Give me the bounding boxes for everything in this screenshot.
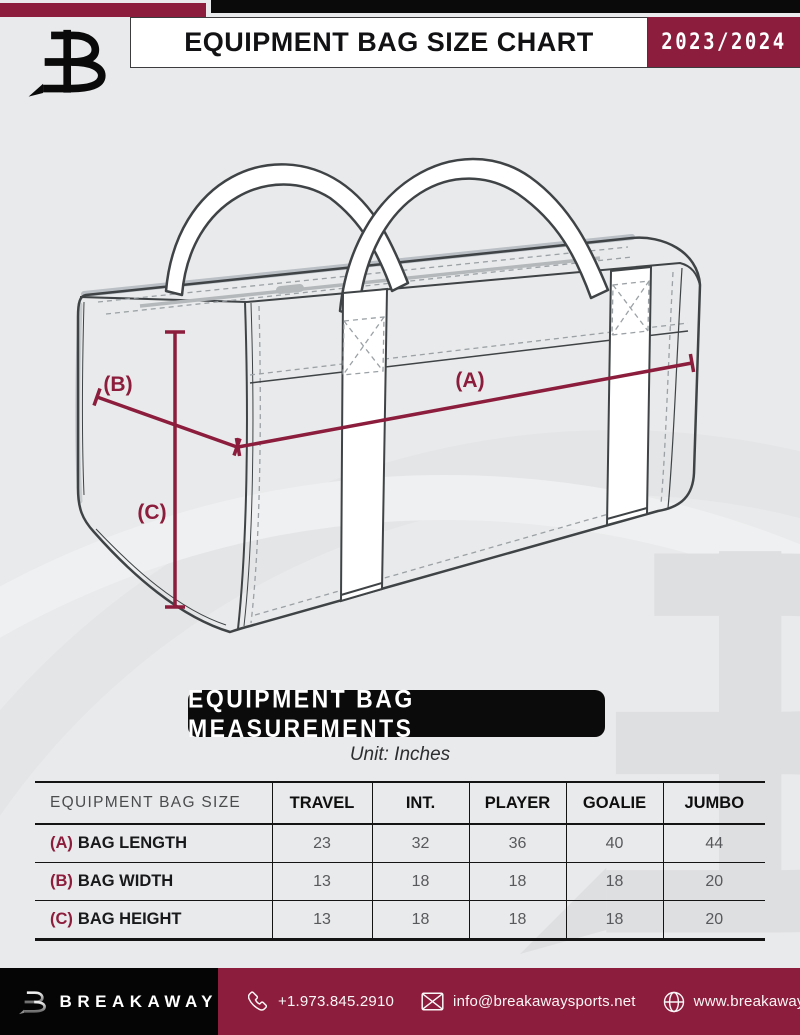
dimension-line-b: (B) <box>92 373 242 457</box>
cell-value: 40 <box>565 824 663 863</box>
measurements-banner: EQUIPMENT BAG MEASUREMENTS <box>188 684 605 742</box>
size-table: EQUIPMENT BAG SIZE TRAVEL INT. PLAYER GO… <box>35 781 765 941</box>
dimension-line-c: (C) <box>137 330 185 609</box>
cell-value: 18 <box>468 900 566 940</box>
row-key-a: (A) <box>50 834 73 852</box>
size-column-header: EQUIPMENT BAG SIZE <box>35 782 272 825</box>
cell-value: 13 <box>271 862 372 901</box>
row-label: (A) BAG LENGTH <box>35 824 272 863</box>
column-header-jumbo: JUMBO <box>662 782 765 825</box>
cell-value: 23 <box>271 824 372 863</box>
cell-value: 18 <box>371 900 469 940</box>
cell-value: 18 <box>565 862 663 901</box>
column-header-int: INT. <box>371 782 469 825</box>
cell-value: 20 <box>662 900 765 940</box>
row-label-text: BAG WIDTH <box>77 872 174 890</box>
cell-value: 20 <box>662 862 765 901</box>
footer-phone[interactable]: +1.973.845.2910 <box>248 991 394 1012</box>
size-table-header-row: EQUIPMENT BAG SIZE TRAVEL INT. PLAYER GO… <box>35 782 765 825</box>
dimension-label-b: (B) <box>103 373 132 396</box>
footer-email[interactable]: info@breakawaysports.net <box>421 992 636 1011</box>
dimension-line-a: (A) <box>234 353 696 457</box>
unit-note: Unit: Inches <box>349 744 451 765</box>
cell-value: 32 <box>371 824 469 863</box>
footer-brand-block: BREAKAWAY <box>0 968 218 1035</box>
header-top-maroon-bar <box>0 3 206 17</box>
table-row-bag-height: (C) BAG HEIGHT 13 18 18 18 20 <box>35 900 765 940</box>
footer-website[interactable]: www.breakawaysports.net <box>663 991 800 1013</box>
row-key-c: (C) <box>50 910 73 928</box>
column-header-player: PLAYER <box>468 782 566 825</box>
email-address: info@breakawaysports.net <box>453 993 636 1010</box>
footer: BREAKAWAY +1.973.845.2910 info@bre <box>0 968 800 1035</box>
cell-value: 18 <box>468 862 566 901</box>
globe-icon <box>663 991 685 1013</box>
header: EQUIPMENT BAG SIZE CHART 2023/2024 <box>130 17 800 68</box>
envelope-icon <box>421 992 444 1011</box>
measurements-banner-label: EQUIPMENT BAG MEASUREMENTS <box>188 683 415 743</box>
page-title-box: EQUIPMENT BAG SIZE CHART <box>130 17 648 68</box>
brand-name: BREAKAWAY <box>59 991 218 1011</box>
phone-icon <box>248 991 269 1012</box>
cell-value: 44 <box>662 824 765 863</box>
table-row-bag-width: (B) BAG WIDTH 13 18 18 18 20 <box>35 862 765 901</box>
row-key-b: (B) <box>50 872 73 890</box>
bag-straps <box>339 265 653 603</box>
website-url: www.breakawaysports.net <box>693 993 800 1010</box>
season-badge: 2023/2024 <box>648 17 800 68</box>
row-label: (C) BAG HEIGHT <box>35 900 272 940</box>
dimension-label-c: (C) <box>137 501 166 524</box>
equipment-bag-diagram: (A) (B) (C) <box>75 157 702 634</box>
column-header-travel: TRAVEL <box>271 782 372 825</box>
cell-value: 36 <box>468 824 566 863</box>
footer-contact-block: +1.973.845.2910 info@breakawaysports.net <box>218 968 800 1035</box>
breakaway-logo-icon <box>19 990 46 1014</box>
column-header-goalie: GOALIE <box>565 782 663 825</box>
table-row-bag-length: (A) BAG LENGTH 23 32 36 40 44 <box>35 824 765 863</box>
breakaway-logo-icon <box>28 29 106 97</box>
row-label: (B) BAG WIDTH <box>35 862 272 901</box>
bag-handles <box>164 157 610 319</box>
zipper-pull <box>276 283 304 295</box>
row-label-text: BAG HEIGHT <box>77 910 182 928</box>
bag-body <box>76 236 702 634</box>
phone-number: +1.973.845.2910 <box>278 993 395 1010</box>
season-label: 2023/2024 <box>661 29 787 55</box>
dimension-label-a: (A) <box>455 369 484 392</box>
cell-value: 13 <box>271 900 372 940</box>
page-title: EQUIPMENT BAG SIZE CHART <box>184 27 594 57</box>
cell-value: 18 <box>371 862 469 901</box>
row-label-text: BAG LENGTH <box>77 834 187 852</box>
cell-value: 18 <box>565 900 663 940</box>
header-top-black-bar <box>211 0 800 13</box>
